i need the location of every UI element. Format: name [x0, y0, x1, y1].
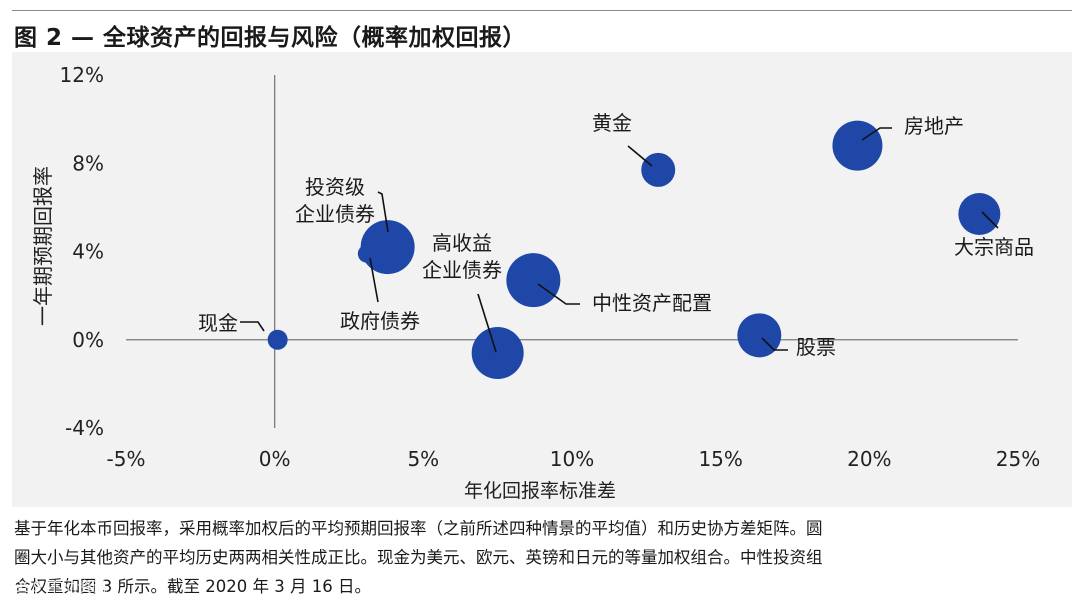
y-tick-label: 4% [72, 240, 104, 264]
x-tick-label: 10% [550, 447, 594, 471]
y-tick-label: 8% [72, 151, 104, 175]
leader-line [861, 127, 892, 141]
leader-line [369, 257, 379, 303]
data-bubble [958, 192, 1001, 235]
data-bubble [471, 326, 524, 379]
data-bubble [360, 220, 415, 275]
bubble-label: 房地产 [904, 114, 964, 138]
data-bubble [267, 329, 288, 350]
bubble-label: 政府债券 [340, 309, 420, 333]
figure-title: 图 2 — 全球资产的回报与风险（概率加权回报） [14, 25, 527, 51]
bubble-label: 大宗商品 [954, 235, 1034, 259]
bubble-label: 现金 [198, 311, 238, 335]
y-tick-label: 0% [72, 328, 104, 352]
x-tick-label: 15% [698, 447, 742, 471]
bubble-label: 黄金 [592, 111, 632, 135]
bubble-label: 企业债券 [295, 202, 375, 226]
y-tick-label: -4% [65, 416, 104, 440]
x-axis-title: 年化回报率标准差 [464, 480, 616, 502]
leader-line [537, 283, 580, 305]
bubble-label: 股票 [796, 335, 836, 359]
leader-line [627, 145, 653, 167]
leader-line [981, 211, 999, 229]
x-tick-label: 20% [847, 447, 891, 471]
bubble-label: 企业债券 [422, 258, 502, 282]
top-rule [12, 10, 1072, 11]
bubble-label: 中性资产配置 [592, 291, 712, 315]
footnote-line-3: 合权重如图 3 所示。截至 2020 年 3 月 16 日。 [14, 577, 371, 596]
y-axis-title: 一年期预期回报率 [31, 166, 55, 326]
leader-line [377, 191, 389, 233]
bubble-label: 投资级 [305, 175, 365, 199]
x-tick-label: 25% [996, 447, 1040, 471]
watermark-text: 1999 不动资讯 [4, 578, 107, 596]
bubble-label: 高收益 [432, 231, 492, 255]
x-tick-label: 5% [407, 447, 439, 471]
footnote-line-2: 圈大小与其他资产的平均历史两两相关性成正比。现金为美元、欧元、英镑和日元的等量加… [14, 548, 823, 567]
y-tick-label: 12% [60, 63, 104, 87]
footnote-line-1: 基于年化本币回报率，采用概率加权后的平均预期回报率（之前所述四种情景的平均值）和… [14, 519, 823, 538]
x-tick-label: 0% [259, 447, 291, 471]
leader-line [761, 337, 788, 351]
data-bubble [832, 120, 883, 171]
leader-line [477, 293, 497, 353]
x-tick-label: -5% [107, 447, 146, 471]
data-bubble [506, 253, 561, 308]
leader-line [240, 321, 265, 332]
data-bubble [641, 152, 676, 187]
